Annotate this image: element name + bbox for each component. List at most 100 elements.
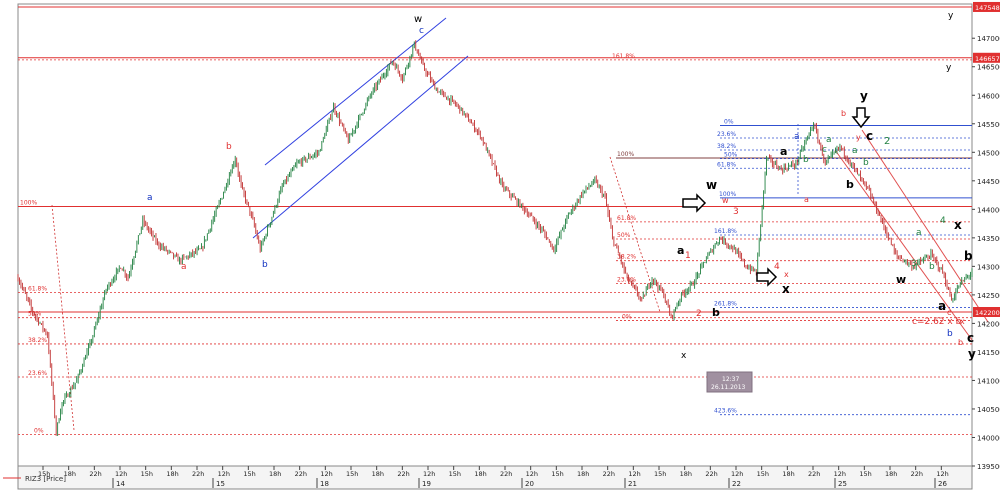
wave-label: c	[866, 129, 873, 143]
price-tick-label: 144000	[977, 206, 1000, 214]
day-tick-label: 18	[320, 480, 329, 488]
price-tick-label: 145000	[977, 149, 1000, 157]
wave-label: b	[958, 338, 963, 347]
wave-label: 3	[733, 207, 739, 217]
wave-label: a	[147, 193, 153, 203]
cursor-time: 12:37	[722, 376, 739, 383]
day-tick-label: 21	[628, 480, 637, 488]
time-tick-label: 22h	[603, 470, 615, 478]
time-tick-label: 15h	[243, 470, 255, 478]
fib-level-label: 0%	[724, 118, 734, 125]
up-channel-lower	[252, 55, 469, 239]
wave-label: b	[803, 155, 809, 165]
wave-label: c=2.62 x b	[912, 317, 962, 327]
arrow-down-icon	[851, 107, 871, 129]
wave-label: 4	[774, 262, 780, 272]
cursor-box[interactable]	[706, 371, 753, 393]
wave-label: 1	[685, 251, 691, 261]
wave-label: x	[960, 317, 965, 326]
wave-label: a	[852, 146, 858, 156]
time-tick-label: 22h	[192, 470, 204, 478]
time-tick-label: 12h	[526, 470, 538, 478]
fib-level-label: 38.2%	[617, 254, 636, 261]
fib-diagonal	[51, 204, 75, 431]
price-badge-label: 142200	[975, 309, 1000, 317]
wave-label: b	[929, 262, 935, 272]
time-tick-label: 15h	[38, 470, 50, 478]
wave-label: y	[946, 63, 952, 73]
day-tick-label: 26	[938, 480, 947, 488]
price-tick-label: 143500	[977, 235, 1000, 243]
arrow-right-icon	[756, 267, 778, 287]
time-tick-label: 12h	[731, 470, 743, 478]
wave-label: c	[822, 145, 827, 155]
price-badge	[973, 1, 1000, 12]
fib-level-label: 38.2%	[28, 337, 47, 344]
price-tick-label: 140500	[977, 406, 1000, 414]
wave-label: y	[948, 11, 954, 21]
wave-label: a	[826, 135, 832, 145]
arrow-right-icon	[682, 193, 707, 213]
wave-label: w	[722, 196, 729, 205]
time-tick-label: 15h	[654, 470, 666, 478]
wave-label: y	[856, 133, 861, 142]
wave-label: x	[681, 351, 687, 361]
time-tick-label: 12h	[218, 470, 230, 478]
wave-label: a	[938, 299, 946, 313]
fib-level-label: 61.8%	[717, 161, 736, 168]
day-tick-label: 14	[116, 480, 125, 488]
price-tick-label: 143000	[977, 263, 1000, 271]
price-tick-label: 141000	[977, 377, 1000, 385]
time-tick-label: 15h	[859, 470, 871, 478]
time-tick-label: 22h	[500, 470, 512, 478]
price-tick-label: 147000	[977, 35, 1000, 43]
wave-label: c	[419, 26, 424, 36]
time-tick-label: 18h	[64, 470, 76, 478]
time-tick-label: 15h	[346, 470, 358, 478]
time-tick-label: 18h	[474, 470, 486, 478]
wave-label: a	[780, 145, 787, 158]
fib-level-label: 161.8%	[612, 53, 635, 60]
time-tick-label: 18h	[885, 470, 897, 478]
fib-level-label: 423.6%	[714, 408, 737, 415]
wave-label: b	[964, 249, 973, 263]
day-tick-label: 25	[838, 480, 847, 488]
wave-label: b	[846, 178, 854, 191]
wave-label: b	[947, 329, 953, 339]
wave-label: b	[863, 158, 869, 168]
time-tick-label: 22h	[295, 470, 307, 478]
wave-label: y	[968, 347, 976, 361]
wave-label: 2	[884, 136, 890, 147]
day-tick-label: 15	[216, 480, 225, 488]
wave-label: a	[794, 132, 800, 142]
fib-level-label: 100%	[617, 151, 634, 158]
time-tick-label: 18h	[166, 470, 178, 478]
time-tick-label: 18h	[577, 470, 589, 478]
time-tick-label: 15h	[757, 470, 769, 478]
price-badge-label: 146657	[975, 55, 1000, 63]
time-tick-label: 15h	[141, 470, 153, 478]
fib-level-label: 100%	[719, 191, 736, 198]
price-tick-label: 140000	[977, 434, 1000, 442]
fib-level-label: 23.6%	[617, 276, 636, 283]
fib-level-label: 61.8%	[28, 286, 47, 293]
day-tick-label: 19	[422, 480, 431, 488]
price-tick-label: 141500	[977, 349, 1000, 357]
price-tick-label: 146500	[977, 64, 1000, 72]
wave-label: x	[954, 218, 962, 232]
fib-level-label: 261.8%	[714, 300, 737, 307]
wave-label: 2	[696, 309, 702, 319]
time-tick-label: 12h	[628, 470, 640, 478]
fib-level-label: 61.8%	[617, 215, 636, 222]
cursor-date: 26.11.2013	[711, 384, 746, 391]
time-tick-label: 12h	[423, 470, 435, 478]
time-tick-label: 18h	[269, 470, 281, 478]
wave-label: w	[414, 14, 422, 25]
down-channel-upper	[861, 129, 989, 323]
time-tick-label: 18h	[782, 470, 794, 478]
price-badge	[973, 52, 1000, 63]
price-badge-label: 147548	[975, 4, 1000, 12]
legend-label: RIZ3 [Price]	[25, 475, 66, 483]
wave-label: b	[841, 109, 846, 118]
